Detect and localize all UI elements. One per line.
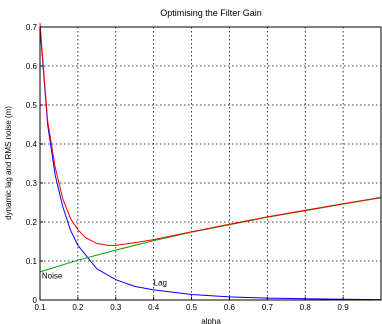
y-tick-label: 0.6 bbox=[26, 62, 38, 71]
x-tick-label: 0.8 bbox=[300, 303, 312, 312]
series-line-0 bbox=[39, 26, 382, 301]
x-tick-label: 0.5 bbox=[186, 303, 198, 312]
chart-title: Optimising the Filter Gain bbox=[160, 8, 262, 18]
y-tick-label: 0.1 bbox=[26, 257, 38, 266]
series-line-1 bbox=[39, 197, 382, 273]
x-tick-label: 0.1 bbox=[34, 303, 46, 312]
x-tick-label: 0.7 bbox=[262, 303, 274, 312]
y-tick-label: 0 bbox=[33, 296, 38, 305]
x-tick-label: 0.9 bbox=[338, 303, 350, 312]
series-line-2 bbox=[39, 23, 382, 246]
grid bbox=[40, 27, 381, 300]
x-axis-label: alpha bbox=[201, 317, 221, 324]
y-tick-label: 0.2 bbox=[26, 218, 38, 227]
annotations: Noise Lag bbox=[42, 272, 167, 288]
y-axis-label: dynamic lag and RMS noise (m) bbox=[4, 106, 13, 220]
plot-frame bbox=[39, 26, 382, 301]
x-tick-label: 0.4 bbox=[148, 303, 160, 312]
annotation-noise: Noise bbox=[42, 272, 63, 281]
x-tick-label: 0.3 bbox=[110, 303, 122, 312]
x-tick-label: 0.6 bbox=[224, 303, 236, 312]
y-tick-label: 0.7 bbox=[26, 23, 38, 32]
tick-labels: 0.1 0.2 0.3 0.4 0.5 0.6 0.7 0.8 0.900.10.20.30.4… bbox=[26, 23, 349, 312]
y-tick-label: 0.5 bbox=[26, 101, 38, 110]
y-tick-label: 0.4 bbox=[26, 140, 38, 149]
y-tick-label: 0.3 bbox=[26, 179, 38, 188]
x-tick-label: 0.2 bbox=[72, 303, 84, 312]
series-group bbox=[39, 23, 382, 301]
annotation-lag: Lag bbox=[154, 279, 167, 288]
